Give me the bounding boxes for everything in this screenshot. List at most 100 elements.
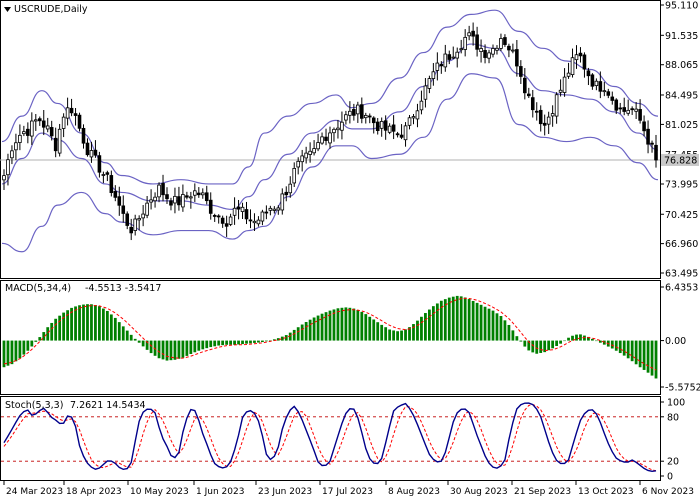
candle-body	[121, 205, 126, 214]
candle-body	[109, 175, 114, 194]
macd-histogram-bar	[74, 306, 77, 341]
candle-body	[511, 49, 515, 52]
price-y-axis: 95.11091.53588.06584.49581.02577.45573.9…	[660, 1, 699, 280]
macd-header: MACD(5,34,4) -4.5513 -3.5417	[5, 283, 161, 294]
candle-body	[30, 120, 34, 137]
macd-histogram-bar	[491, 310, 495, 341]
candle-body	[475, 34, 479, 50]
macd-histogram-bar	[197, 340, 201, 351]
macd-histogram-bar	[352, 308, 356, 341]
macd-histogram-bar	[511, 330, 515, 341]
price-pane-frame	[0, 0, 661, 279]
candle-body	[598, 81, 603, 92]
stoch-signal-line	[3, 403, 657, 472]
candle-body	[379, 121, 384, 129]
macd-histogram-bar	[264, 340, 268, 342]
macd-histogram-bar	[579, 334, 582, 341]
candle-body	[81, 127, 86, 144]
candle-body	[590, 74, 595, 87]
candle-body	[622, 107, 626, 112]
candle-body	[73, 113, 78, 116]
macd-histogram-bar	[610, 340, 614, 349]
macd-histogram-bar	[587, 336, 590, 341]
candle-body	[61, 116, 66, 129]
candle-body	[272, 208, 277, 211]
candle-body	[220, 217, 225, 224]
macd-histogram-bar	[125, 330, 129, 341]
macd-histogram-bar	[221, 340, 225, 346]
macd-histogram-bar	[201, 340, 205, 350]
candle-body	[304, 152, 308, 159]
macd-histogram-bar	[642, 340, 646, 370]
candle-body	[288, 183, 293, 194]
candle-body	[204, 192, 209, 202]
macd-histogram-bar	[129, 334, 133, 341]
candle-body	[117, 196, 122, 206]
candle-body	[515, 49, 519, 67]
candle-body	[375, 121, 380, 131]
macd-histogram-bar	[304, 321, 308, 341]
candle-body	[189, 196, 193, 199]
macd-histogram-bar	[229, 340, 232, 345]
candle-body	[574, 54, 579, 61]
macd-histogram-bar	[245, 340, 248, 344]
macd-histogram-bar	[101, 308, 105, 341]
candle-body	[646, 128, 650, 145]
candle-body	[34, 119, 38, 122]
candle-body	[125, 213, 130, 226]
macd-histogram-bar	[193, 340, 197, 353]
candle-body	[193, 190, 197, 196]
macd-histogram-bar	[392, 330, 396, 341]
macd-histogram-bar	[332, 309, 336, 341]
macd-histogram-bar	[618, 340, 622, 354]
candle-body	[519, 66, 523, 77]
macd-histogram-bar	[555, 340, 559, 347]
candle-body	[431, 71, 436, 79]
candle-body	[367, 115, 372, 118]
candle-body	[296, 160, 300, 168]
macd-histogram-bar	[475, 302, 479, 341]
macd-histogram-bar	[523, 340, 527, 347]
candle-body	[161, 183, 165, 196]
candle-body	[53, 137, 58, 152]
macd-histogram-bar	[233, 340, 236, 345]
candle-body	[443, 53, 448, 68]
candle-body	[487, 52, 491, 59]
macd-histogram-bar	[185, 340, 189, 356]
candle-body	[451, 56, 456, 59]
macd-histogram-bar	[626, 340, 630, 359]
macd-histogram-bar	[654, 340, 658, 379]
macd-histogram-bar	[539, 340, 543, 353]
macd-histogram-bar	[380, 324, 384, 341]
candle-body	[546, 116, 551, 125]
macd-histogram-bar	[340, 307, 344, 341]
macd-histogram-bar	[6, 340, 10, 366]
bollinger-bands	[1, 9, 659, 253]
candle-body	[371, 117, 376, 124]
macd-pane-frame	[0, 280, 661, 395]
bollinger-lower-band	[1, 73, 659, 253]
macd-histogram-bar	[503, 320, 507, 341]
macd-histogram-bar	[18, 340, 22, 359]
macd-histogram-bar	[376, 322, 380, 341]
candle-body	[89, 150, 94, 158]
chart-header: USCRUDE,Daily	[4, 4, 88, 15]
macd-histogram-bar	[42, 332, 46, 341]
price-tick-label: 73.995	[665, 179, 698, 190]
macd-histogram-bar	[137, 340, 141, 343]
candle-body	[467, 32, 471, 37]
price-tick-label: 70.425	[665, 210, 698, 221]
price-tick-label: 63.495	[665, 269, 698, 280]
date-tick-label: 21 Sep 2023	[514, 487, 571, 497]
macd-histogram-bar	[312, 317, 316, 341]
triangle-down-icon[interactable]	[4, 7, 11, 12]
candle-body	[332, 128, 336, 134]
stoch-tick-label: 20	[667, 457, 679, 468]
macd-histogram-bar	[141, 340, 145, 347]
macd-histogram-bar	[400, 330, 403, 341]
macd-histogram-bar	[213, 340, 217, 347]
candle-body	[340, 121, 344, 131]
candle-body	[455, 51, 460, 59]
macd-histogram-bar	[499, 316, 503, 341]
candle-body	[499, 38, 503, 49]
